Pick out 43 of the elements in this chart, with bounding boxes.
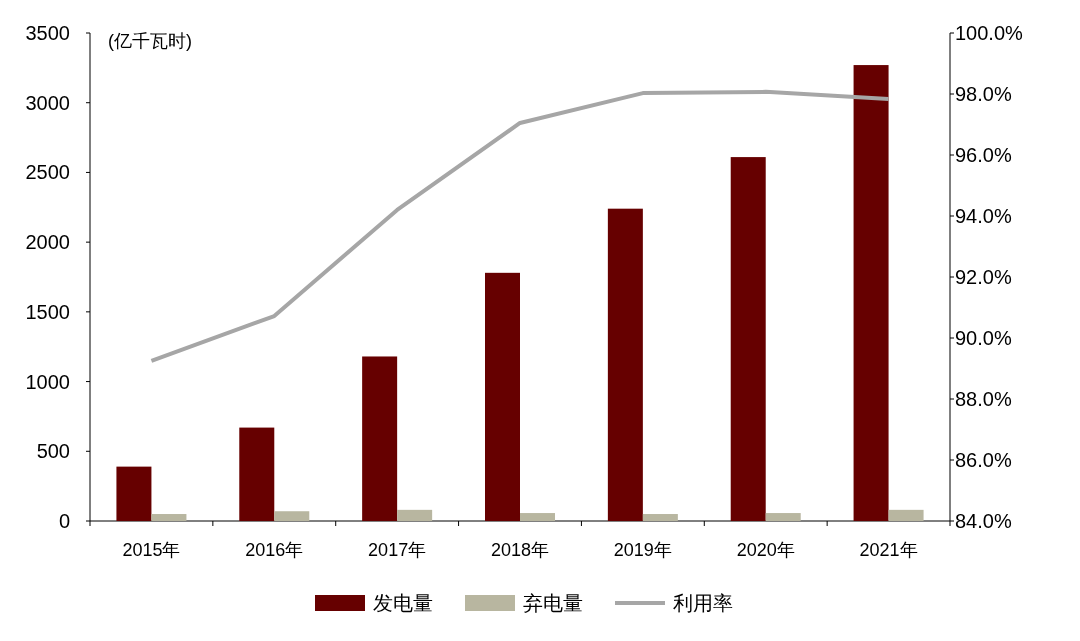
y2-tick-label: 96.0%: [955, 144, 1012, 166]
legend-label: 利用率: [673, 592, 733, 614]
bar: [730, 157, 766, 521]
y-tick-label: 1500: [25, 300, 70, 323]
bar: [151, 514, 187, 521]
bar: [642, 514, 678, 521]
bar: [607, 208, 643, 521]
x-tick-label: 2017年: [368, 540, 427, 560]
y-tick-label: 2500: [25, 161, 70, 184]
x-tick-label: 2020年: [736, 540, 795, 560]
bar: [274, 511, 310, 521]
y2-tick-label: 92.0%: [955, 266, 1012, 288]
bar: [116, 466, 152, 521]
y2-tick-label: 98.0%: [955, 83, 1012, 105]
y2-tick-label: 94.0%: [955, 205, 1012, 227]
y-tick-label: 3500: [25, 22, 70, 44]
bar: [520, 513, 555, 521]
y2-tick-label: 100.0%: [955, 22, 1024, 44]
y-tick-label: 1000: [25, 370, 70, 393]
bar: [888, 509, 924, 521]
bar: [397, 509, 433, 521]
line-series: [149, 89, 891, 363]
x-tick-label: 2021年: [859, 540, 918, 560]
bar: [485, 272, 520, 521]
bar: [239, 427, 275, 521]
legend-label: 发电量: [373, 592, 433, 614]
y-tick-label: 2000: [25, 231, 70, 254]
bar: [853, 65, 889, 521]
y-axis-title: (亿千瓦时): [108, 31, 192, 51]
y2-tick-label: 84.0%: [955, 510, 1012, 532]
bar: [362, 356, 398, 521]
y-tick-label: 500: [36, 440, 70, 463]
x-tick-label: 2016年: [245, 540, 304, 560]
x-tick-label: 2015年: [122, 540, 181, 560]
y-tick-label: 0: [58, 510, 70, 532]
legend-label: 弃电量: [523, 592, 583, 614]
x-tick-label: 2019年: [613, 540, 672, 560]
y2-tick-label: 90.0%: [955, 327, 1012, 349]
y2-tick-label: 88.0%: [955, 388, 1012, 410]
y2-tick-label: 86.0%: [955, 449, 1012, 471]
bar: [765, 513, 801, 521]
y-tick-label: 3000: [25, 91, 70, 114]
x-tick-label: 2018年: [490, 540, 550, 560]
